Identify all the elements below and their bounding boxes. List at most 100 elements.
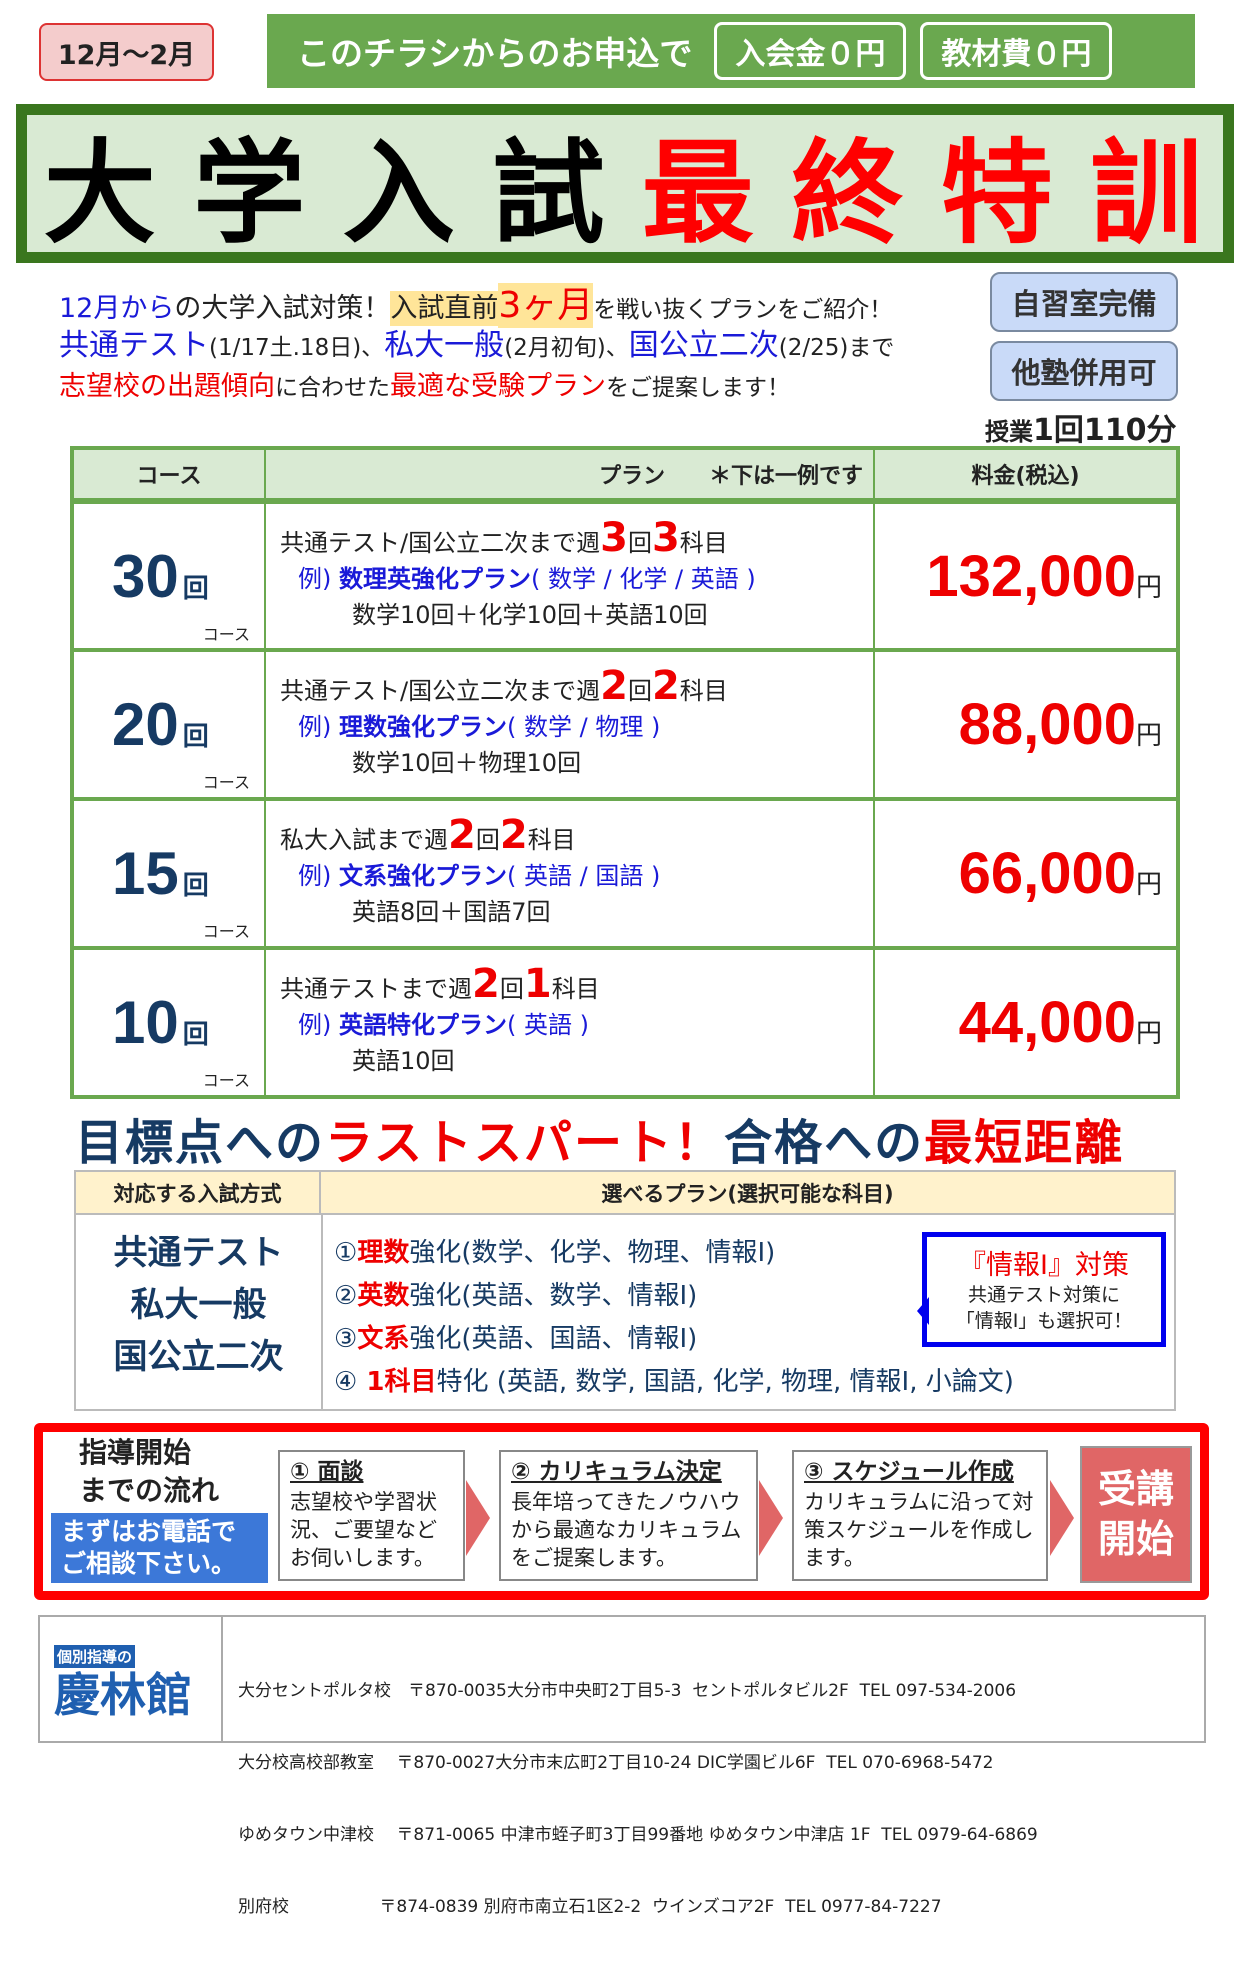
choice-number: ① [334, 1238, 358, 1268]
example-name: 英語特化プラン [339, 1011, 508, 1039]
text-segment: 12月から [59, 293, 175, 324]
flow-title: 指導開始 までの流れ [79, 1434, 219, 1510]
price-value: 88,000 [958, 692, 1136, 757]
plan-breakdown: 数学10回＋化学10回＋英語10回 [352, 600, 708, 629]
choice-keyword: 文系 [357, 1324, 410, 1354]
text-segment: 科目 [679, 528, 728, 557]
choice-keyword: 理数 [357, 1238, 410, 1268]
step-curriculum: ② カリキュラム決定長年培ってきたノウハウから最適なカリキュラムをご提案します。 [499, 1450, 758, 1581]
plan-cell: 共通テスト/国公立二次まで週2回2科目 例) 理数強化プラン( 数学 / 物理 )… [264, 649, 875, 801]
plan-cell: 私大入試まで週2回2科目 例) 文系強化プラン( 英語 / 国語 ) 英語8回＋国語… [264, 798, 875, 950]
example-subjects: ( 数学 / 化学 / 英語 ) [531, 564, 756, 593]
title-char: 学 [193, 127, 310, 259]
text-segment: 1 [523, 961, 552, 1007]
logo: 個別指導の 慶林館 [40, 1617, 223, 1741]
yen-unit: 円 [1135, 720, 1162, 750]
text-segment: 3 [600, 514, 628, 561]
text-segment: (1/17土.18日)、 [209, 335, 385, 361]
course-number: 10 [112, 989, 179, 1056]
period-badge: 12月～2月 [39, 23, 214, 81]
text-segment: 国公立二次 [628, 328, 779, 363]
footer: 個別指導の 慶林館 大分セントポルタ校 〒870-0035大分市中央町2丁目5-3… [38, 1615, 1206, 1917]
plan-choices: ①理数強化(数学、化学、物理、情報Ⅰ) ②英数強化(英語、数学、情報Ⅰ) ③文系強化… [334, 1232, 1014, 1404]
offer-enrollment-fee: 入会金０円 [714, 22, 907, 80]
price-value: 44,000 [958, 990, 1136, 1055]
title-char: 最 [641, 127, 758, 259]
start-lessons-box: 受講 開始 [1080, 1446, 1192, 1583]
text-segment: 共通テスト/国公立二次まで週 [280, 677, 601, 705]
text-segment: 2 [600, 663, 628, 709]
choice-keyword: 英数 [357, 1281, 410, 1311]
text-segment: をご提案します！ [606, 375, 790, 401]
title-char: 訓 [1090, 127, 1207, 259]
price-value: 132,000 [926, 543, 1136, 609]
other-school-ok-badge: 他塾併用可 [990, 341, 1178, 401]
text-segment: 回 [627, 528, 652, 557]
text-segment: 2 [651, 663, 680, 709]
col-course: コース [71, 447, 266, 504]
course-label: コース [202, 924, 250, 941]
example-subjects: ( 数学 / 物理 ) [507, 713, 661, 741]
plan-cell: 共通テストまで週2回1科目 例) 英語特化プラン( 英語 ) 英語10回 [264, 947, 875, 1099]
course-label: コース [202, 775, 250, 792]
table-row: 30 回コース 共通テスト/国公立二次まで週3回3科目 例) 数理英強化プラン( 数学… [71, 500, 1179, 652]
title-char: 入 [342, 127, 459, 259]
text-segment: 2 [448, 812, 476, 858]
plan-choice: ①理数強化(数学、化学、物理、情報Ⅰ) [334, 1232, 1014, 1275]
title-char: 試 [492, 127, 609, 259]
exam-types: 共通テスト 私大一般 国公立二次 [76, 1227, 321, 1383]
course-cell: 30 回コース [71, 500, 266, 652]
logo-sub: 個別指導の [54, 1645, 136, 1668]
text-segment: 入試直前 [390, 291, 499, 326]
text-segment: 最適な受験プラン [390, 371, 606, 402]
course-cell: 15 回コース [71, 798, 266, 950]
course-number: 15 [112, 840, 179, 907]
flow-title-line: までの流れ [79, 1474, 220, 1507]
logo-name: 慶林館 [54, 1668, 192, 1722]
course-number: 30 [112, 542, 179, 610]
example-prefix: 例) [298, 564, 332, 593]
text-segment: 3 [651, 514, 680, 561]
start-line: 受講 [1097, 1467, 1174, 1511]
start-line: 開始 [1097, 1517, 1174, 1561]
plan-frequency: 共通テスト/国公立二次まで週2回2科目 [280, 666, 873, 709]
offer-lead: このチラシからのお申込で [297, 34, 693, 73]
step-interview: ① 面談志望校や学習状況、ご要望などお伺いします。 [278, 1450, 465, 1581]
info-callout: 『情報Ⅰ』対策 共通テスト対策に 「情報Ⅰ」も選択可！ [917, 1232, 1166, 1347]
example-name: 理数強化プラン [339, 713, 508, 741]
callout-line: 「情報Ⅰ」も選択可！ [955, 1310, 1133, 1332]
text-segment: 科目 [551, 975, 600, 1003]
example-subjects: ( 英語 / 国語 ) [507, 862, 661, 890]
step-schedule: ③ スケジュール作成 カリキュラムに沿って対策スケジュールを作成します。 [792, 1450, 1048, 1581]
col-price: 料金(税込) [873, 447, 1179, 504]
step-body: 長年培ってきたノウハウから最適なカリキュラムをご提案します。 [511, 1490, 742, 1570]
title-char: 終 [791, 127, 908, 259]
intro-line-1: 12月からの大学入試対策！入試直前3ヶ月を戦い抜くプランをご紹介！ [59, 276, 892, 328]
yen-unit: 円 [1135, 1018, 1162, 1048]
course-label: コース [202, 1073, 250, 1090]
exam-plan-table: 対応する入試方式 選べるプラン(選択可能な科目) 共通テスト 私大一般 国公立二… [74, 1170, 1176, 1411]
course-count: 30 回コース [74, 542, 264, 644]
example-prefix: 例) [298, 862, 332, 890]
study-room-badge: 自習室完備 [990, 272, 1178, 332]
text-segment: 共通テスト [59, 328, 209, 363]
table-row: 15 回コース 私大入試まで週2回2科目 例) 文系強化プラン( 英語 / 国語 ) 英… [71, 798, 1179, 950]
course-suffix: 回 [182, 572, 209, 603]
step-title: ① 面談 [290, 1459, 364, 1485]
arrow-right-icon [759, 1480, 783, 1556]
title-char: 特 [940, 127, 1057, 259]
text-segment: ラストスパート！ [325, 1115, 725, 1171]
text-segment: 私大入試まで週 [280, 826, 448, 854]
plan-choice: ②英数強化(英語、数学、情報Ⅰ) [334, 1275, 1014, 1318]
exam-type: 共通テスト [113, 1233, 284, 1273]
arrow-right-icon [466, 1480, 490, 1556]
exam-type: 国公立二次 [113, 1337, 284, 1377]
text-segment: 共通テストまで週 [280, 975, 472, 1003]
course-cell: 10 回コース [71, 947, 266, 1099]
price-cell: 132,000円 [873, 500, 1179, 652]
lesson-count: 1回 [1033, 413, 1084, 448]
step-title: ② カリキュラム決定 [511, 1459, 722, 1485]
plan-example: 例) 理数強化プラン( 数学 / 物理 ) [280, 709, 873, 745]
step-body: 志望校や学習状況、ご要望などお伺いします。 [290, 1490, 437, 1570]
step-body: カリキュラムに沿って対策スケジュールを作成します。 [804, 1490, 1034, 1570]
